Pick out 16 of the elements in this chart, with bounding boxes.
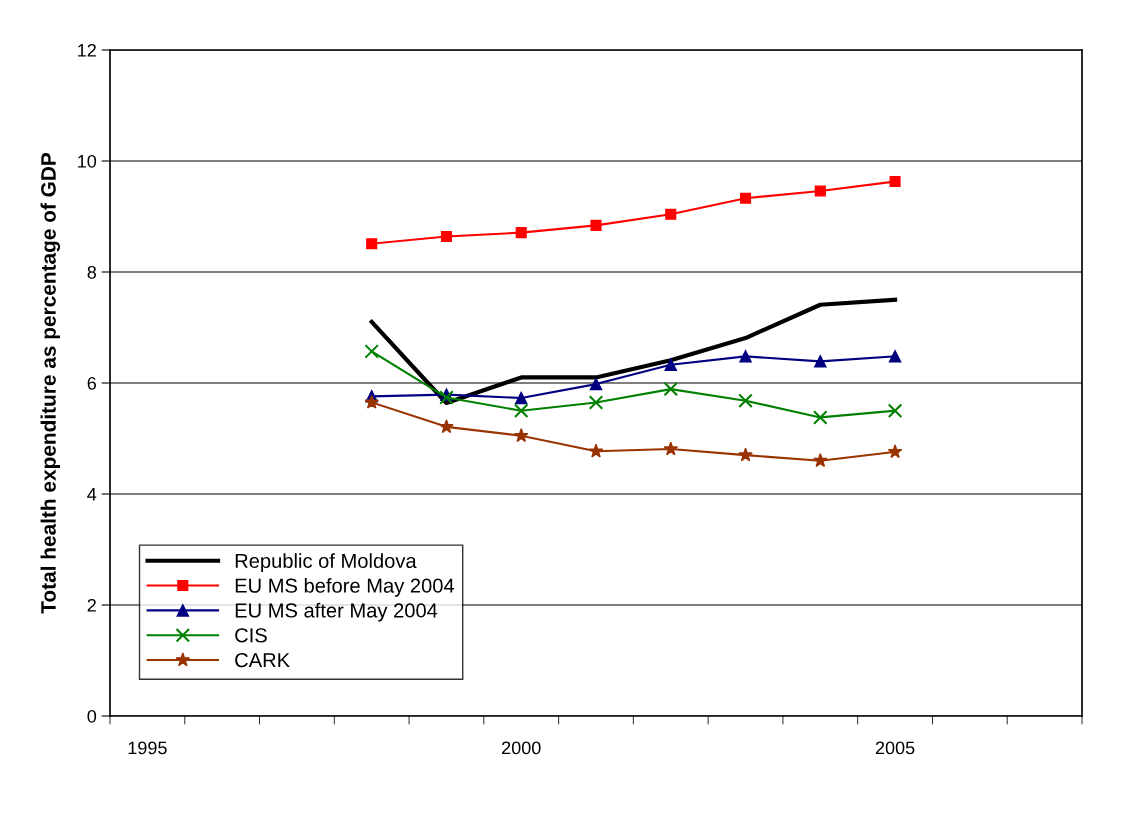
- x-tick-label: 2000: [502, 741, 541, 755]
- y-tick-label: 10: [78, 154, 97, 168]
- legend-label: CARK: [235, 652, 290, 668]
- x-tick-label: 1995: [128, 741, 167, 755]
- legend-label: Republic of Moldova: [235, 553, 417, 572]
- y-tick-label: 0: [87, 709, 97, 723]
- legend-label: EU MS before May 2004: [235, 578, 455, 597]
- y-tick-label: 2: [87, 598, 96, 612]
- y-tick-label: 6: [87, 376, 97, 390]
- y-tick-label: 4: [87, 488, 97, 501]
- x-tick-label: 2005: [875, 741, 915, 755]
- legend-label: EU MS after May 2004: [235, 602, 438, 622]
- y-tick-label: 8: [87, 265, 97, 279]
- legend-label: CIS: [235, 628, 267, 643]
- y-tick-label: 12: [78, 43, 96, 57]
- y-axis-title: Total health expenditure as percentage of GDP: [40, 152, 61, 614]
